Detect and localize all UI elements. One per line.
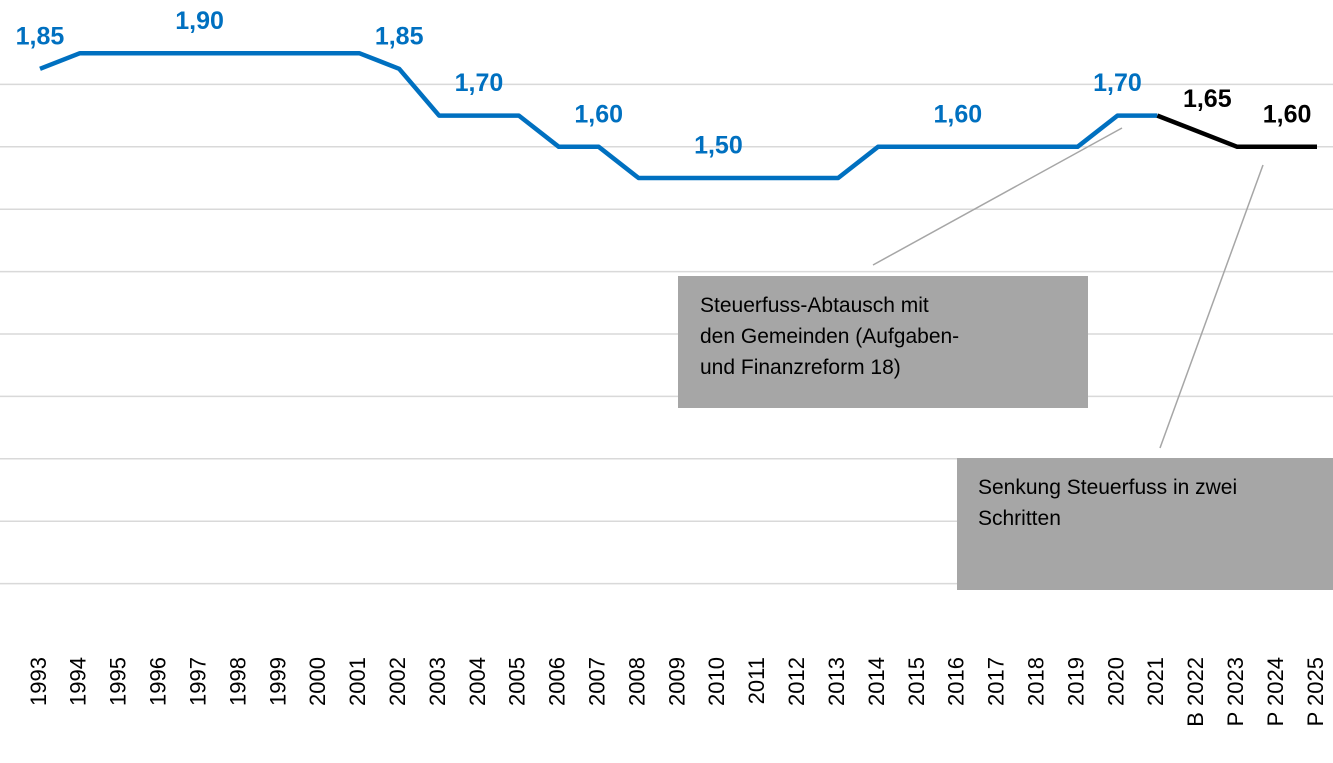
x-tick-label: 2008 (624, 657, 649, 706)
data-label: 1,85 (375, 22, 424, 50)
x-tick-label: 1993 (26, 657, 51, 706)
annotations: Steuerfuss-Abtausch mit den Gemeinden (Au… (678, 127, 1333, 590)
x-tick-label: 2005 (505, 657, 530, 706)
x-tick-label: 2019 (1063, 657, 1088, 706)
x-tick-label: 2009 (664, 657, 689, 706)
annotation-box (678, 276, 1088, 408)
x-tick-label: 2017 (984, 657, 1009, 706)
x-tick-label: 2012 (784, 657, 809, 706)
x-tick-label: 2013 (824, 657, 849, 706)
x-tick-label: P 2023 (1223, 657, 1248, 726)
x-tick-label: 1996 (146, 657, 171, 706)
data-line (1156, 113, 1317, 150)
x-tick-label: 1998 (225, 657, 250, 706)
data-label: 1,50 (694, 132, 743, 160)
data-label: 1,70 (455, 69, 504, 97)
x-tick-label: 1994 (66, 657, 91, 706)
data-label: 1,60 (934, 100, 983, 128)
x-tick-label: 2010 (704, 657, 729, 706)
x-tick-label: 2001 (345, 657, 370, 706)
data-label: 1,70 (1093, 69, 1142, 97)
x-tick-label: 2018 (1023, 657, 1048, 706)
annotation-text: den Gemeinden (Aufgaben- (700, 325, 959, 348)
annotation-text: und Finanzreform 18) (700, 356, 901, 379)
x-tick-label: 2020 (1103, 657, 1128, 706)
data-label: 1,85 (16, 22, 65, 50)
x-tick-label: P 2024 (1263, 657, 1288, 726)
leader-line (1159, 164, 1264, 449)
data-line (39, 50, 1158, 181)
data-label: 1,90 (175, 7, 224, 35)
x-tick-label: 2004 (465, 657, 490, 706)
x-tick-label: 2002 (385, 657, 410, 706)
annotation-text: Senkung Steuerfuss in zwei (978, 476, 1237, 499)
x-tick-label: 2015 (904, 657, 929, 706)
grid (0, 83, 1333, 585)
x-tick-label: 1995 (106, 657, 131, 706)
leader-line (872, 127, 1123, 266)
annotation-box (957, 458, 1333, 590)
x-tick-label: 1997 (185, 657, 210, 706)
x-tick-label: 2011 (744, 657, 769, 704)
data-label: 1,60 (574, 100, 623, 128)
data-label: 1,60 (1263, 100, 1312, 128)
x-tick-label: 2000 (305, 657, 330, 706)
x-tick-label: 2014 (864, 657, 889, 706)
x-tick-label: 2003 (425, 657, 450, 706)
x-tick-label: 2021 (1143, 657, 1168, 706)
x-tick-label: 2016 (944, 657, 969, 706)
annotation-text: Steuerfuss-Abtausch mit (700, 294, 929, 317)
x-tick-label: 2006 (545, 657, 570, 706)
x-tick-label: B 2022 (1183, 657, 1208, 727)
x-tick-label: P 2025 (1303, 657, 1328, 726)
x-tick-label: 1999 (265, 657, 290, 706)
annotation-text: Schritten (978, 507, 1061, 530)
data-label: 1,65 (1183, 85, 1232, 113)
x-tick-label: 2007 (585, 657, 610, 706)
